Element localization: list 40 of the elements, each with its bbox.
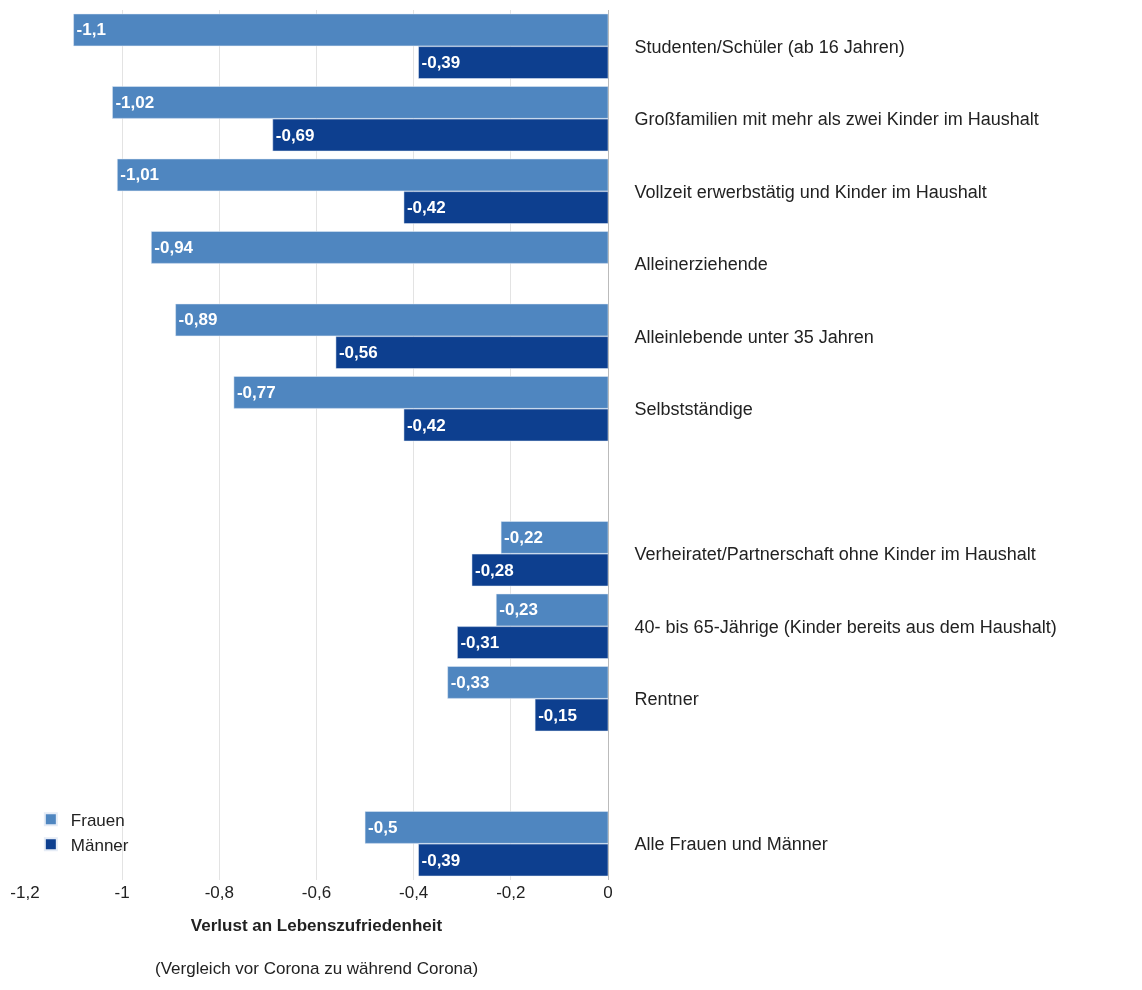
text: (Vergleich vor Corona zu während Corona) <box>155 959 479 978</box>
data-label: -0,5 <box>368 817 398 837</box>
data-label: -1,01 <box>120 165 160 185</box>
x-tick-label: 0 <box>603 883 613 902</box>
legend-label: Männer <box>70 835 129 855</box>
data-label: -1,1 <box>76 20 106 40</box>
data-label: -0,89 <box>178 310 218 330</box>
data-label: -0,23 <box>499 600 539 620</box>
x-axis-title: Verlust an Lebenszufriedenheit <box>190 916 443 936</box>
x-tick-label: -0,4 <box>399 883 429 902</box>
y-tick-label: Alleinerziehende <box>634 254 768 275</box>
legend-label: Frauen <box>70 810 125 830</box>
data-label: -0,77 <box>236 382 276 402</box>
data-label: -0,28 <box>474 560 514 580</box>
y-tick-label: Vollzeit erwerbstätig und Kinder im Haushalt <box>634 181 987 202</box>
y-tick-label: Rentner <box>634 689 699 710</box>
data-label: -0,56 <box>338 343 378 363</box>
data-label: -0,39 <box>421 53 461 73</box>
x-tick-label: -1,2 <box>10 883 40 902</box>
y-tick-label: Selbstständige <box>634 399 753 420</box>
y-tick-label: Alle Frauen und Männer <box>634 834 828 855</box>
data-label: -0,94 <box>154 237 194 257</box>
data-label: -0,69 <box>275 125 315 145</box>
y-tick-label: 40- bis 65-Jährige (Kinder bereits aus dem Haushalt) <box>634 616 1057 637</box>
x-tick-label: -0,2 <box>496 883 526 902</box>
x-tick-label: -1 <box>114 883 130 902</box>
y-tick-label: Verheiratet/Partnerschaft ohne Kinder im Haushalt <box>634 544 1036 565</box>
data-label: -0,15 <box>538 705 577 725</box>
data-label: -0,42 <box>406 415 446 435</box>
data-label: -0,42 <box>406 198 446 218</box>
x-tick-label: -0,8 <box>204 883 234 902</box>
y-tick-label: Alleinlebende unter 35 Jahren <box>634 326 874 347</box>
y-tick-label: Großfamilien mit mehr als zwei Kinder im Haushalt <box>634 109 1039 130</box>
data-label: -0,39 <box>421 850 461 870</box>
data-label: -0,31 <box>460 633 500 653</box>
data-label: -0,33 <box>450 672 490 692</box>
x-tick-label: -0,6 <box>301 883 332 902</box>
data-label: -1,02 <box>115 92 155 112</box>
y-tick-label: Studenten/Schüler (ab 16 Jahren) <box>634 36 905 57</box>
data-label: -0,22 <box>504 527 543 547</box>
